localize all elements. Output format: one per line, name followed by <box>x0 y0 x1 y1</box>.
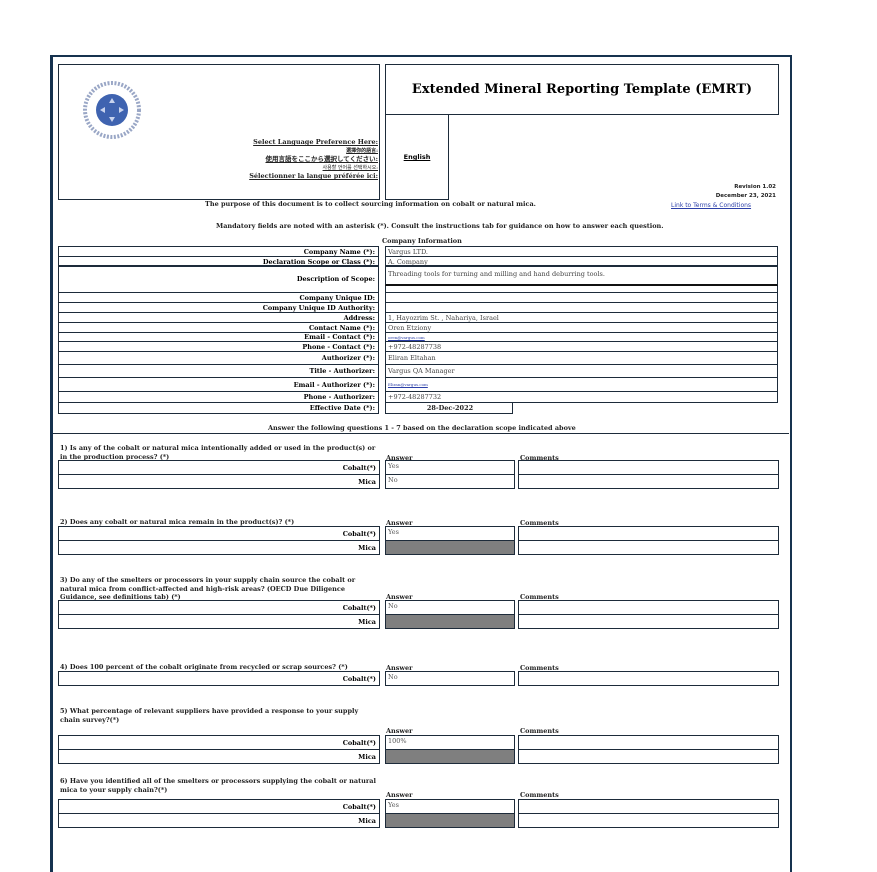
language-select[interactable]: English <box>385 114 449 200</box>
comments-field[interactable] <box>518 735 779 750</box>
comments-field[interactable] <box>518 799 779 814</box>
answer-field[interactable]: Yes <box>385 460 515 475</box>
field-value[interactable]: 28-Dec-2022 <box>385 402 513 414</box>
comments-field[interactable] <box>518 813 779 828</box>
question-text: 5) What percentage of relevant suppliers… <box>60 707 359 724</box>
answer-field <box>385 614 515 629</box>
logo-panel <box>58 64 380 200</box>
row-label: Mica <box>58 749 380 764</box>
answer-field <box>385 813 515 828</box>
answer-field[interactable]: No <box>385 474 515 489</box>
comments-header: Comments <box>520 593 559 601</box>
question-text: 2) Does any cobalt or natural mica remai… <box>60 518 295 526</box>
row-label: Mica <box>58 474 380 489</box>
row-label: Cobalt(*) <box>58 526 380 541</box>
question-text: 1) Is any of the cobalt or natural mica … <box>60 444 376 461</box>
field-value[interactable]: Eliran Eltahan <box>385 351 778 365</box>
row-label: Mica <box>58 813 380 828</box>
comments-field[interactable] <box>518 749 779 764</box>
answer-field[interactable]: 100% <box>385 735 515 750</box>
comments-field[interactable] <box>518 460 779 475</box>
page-title: Extended Mineral Reporting Template (EMR… <box>385 64 779 115</box>
questions-intro: Answer the following questions 1 - 7 bas… <box>268 424 576 432</box>
purpose-text: The purpose of this document is to colle… <box>205 200 536 208</box>
field-label: Description of Scope: <box>58 265 379 293</box>
field-label: Title - Authorizer: <box>58 364 379 378</box>
comments-field[interactable] <box>518 671 779 686</box>
answer-header: Answer <box>386 791 413 799</box>
field-label: Email - Authorizer (*): <box>58 377 379 392</box>
answer-header: Answer <box>386 519 413 527</box>
company-info-heading: Company Information <box>382 237 462 245</box>
row-label: Cobalt(*) <box>58 460 380 475</box>
comments-field[interactable] <box>518 474 779 489</box>
answer-header: Answer <box>386 454 413 462</box>
rmi-logo-icon <box>83 81 141 139</box>
question-text: 4) Does 100 percent of the cobalt origin… <box>60 663 348 671</box>
answer-field[interactable]: No <box>385 600 515 615</box>
field-value[interactable]: Vargus QA Manager <box>385 364 778 378</box>
field-label: Declaration Scope or Class (*): <box>58 256 379 267</box>
language-prompt-zh: 選擇你的語言: <box>346 147 378 154</box>
field-value[interactable]: A. Company <box>385 256 778 267</box>
revision: Revision 1.02 <box>734 184 776 190</box>
row-label: Cobalt(*) <box>58 600 380 615</box>
question-text: 3) Do any of the smelters or processors … <box>60 576 356 601</box>
revision-date: December 23, 2021 <box>715 193 776 199</box>
comments-field[interactable] <box>518 600 779 615</box>
field-label: Effective Date (*): <box>58 402 379 414</box>
comments-header: Comments <box>520 791 559 799</box>
field-value[interactable]: Threading tools for turning and milling … <box>385 265 778 286</box>
row-label: Mica <box>58 614 380 629</box>
answer-field <box>385 749 515 764</box>
comments-header: Comments <box>520 454 559 462</box>
comments-field[interactable] <box>518 526 779 541</box>
comments-field[interactable] <box>518 614 779 629</box>
terms-link[interactable]: Link to Terms & Conditions <box>671 202 752 209</box>
answer-field[interactable]: Yes <box>385 799 515 814</box>
row-label: Mica <box>58 540 380 555</box>
row-label: Cobalt(*) <box>58 735 380 750</box>
field-label: Authorizer (*): <box>58 351 379 365</box>
language-prompts: Select Language Preference Here: 選擇你的語言:… <box>249 138 378 181</box>
divider <box>53 433 789 434</box>
comments-header: Comments <box>520 519 559 527</box>
answer-header: Answer <box>386 664 413 672</box>
comments-header: Comments <box>520 664 559 672</box>
language-prompt-ko: 사용할 언어를 선택하시오: <box>322 164 378 171</box>
answer-field <box>385 540 515 555</box>
mandatory-note: Mandatory fields are noted with an aster… <box>216 222 664 230</box>
row-label: Cobalt(*) <box>58 671 380 686</box>
language-prompt-fr: Sélectionner la langue préférée ici: <box>249 172 378 180</box>
field-value[interactable]: +972-48287732 <box>385 391 778 403</box>
language-prompt-en: Select Language Preference Here: <box>253 138 378 146</box>
answer-header: Answer <box>386 593 413 601</box>
answer-field[interactable]: No <box>385 671 515 686</box>
comments-header: Comments <box>520 727 559 735</box>
sheet-frame <box>50 55 792 872</box>
language-prompt-ja: 使用言語をここから選択してください: <box>265 155 378 163</box>
row-label: Cobalt(*) <box>58 799 380 814</box>
answer-header: Answer <box>386 727 413 735</box>
question-text: 6) Have you identified all of the smelte… <box>60 777 376 794</box>
field-value[interactable]: Eliran@vargus.com <box>385 377 778 392</box>
answer-field[interactable]: Yes <box>385 526 515 541</box>
comments-field[interactable] <box>518 540 779 555</box>
